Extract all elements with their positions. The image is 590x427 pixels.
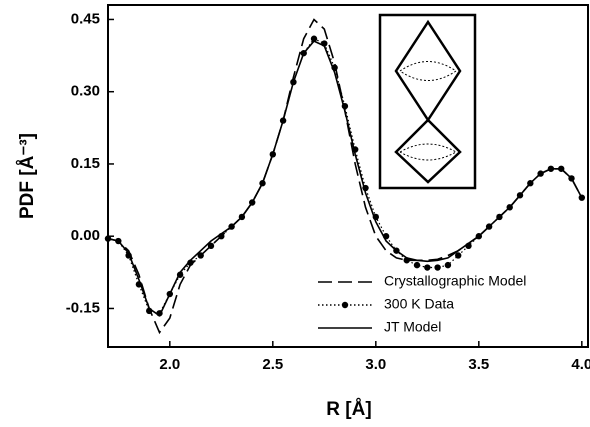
legend-label: JT Model [384,319,441,335]
data-point [444,261,452,269]
data-point [413,261,421,269]
y-tick-label: 0.15 [71,155,100,172]
x-tick-label: 2.0 [159,356,180,373]
data-point [434,264,441,271]
data-point [424,264,431,271]
x-tick-label: 3.0 [365,356,386,373]
data-point [455,252,462,259]
x-tick-label: 4.0 [571,356,590,373]
y-tick-label: 0.00 [71,227,100,244]
legend-label: 300 K Data [384,296,454,312]
x-tick-label: 3.5 [468,356,489,373]
inset-diagram [378,13,477,190]
x-axis-label: R [Å] [326,399,371,420]
y-tick-label: 0.45 [71,10,100,27]
y-tick-label: 0.30 [71,83,100,100]
series-line [107,40,583,317]
plot-frame [107,4,589,348]
data-point [197,252,204,259]
legend-label: Crystallographic Model [384,273,526,289]
data-point [207,242,215,250]
data-point [310,35,318,42]
y-tick-label: -0.15 [66,299,100,316]
y-axis-label: PDF [Å⁻³] [17,133,38,219]
x-tick-label: 2.5 [262,356,283,373]
legend-marker [341,301,349,309]
